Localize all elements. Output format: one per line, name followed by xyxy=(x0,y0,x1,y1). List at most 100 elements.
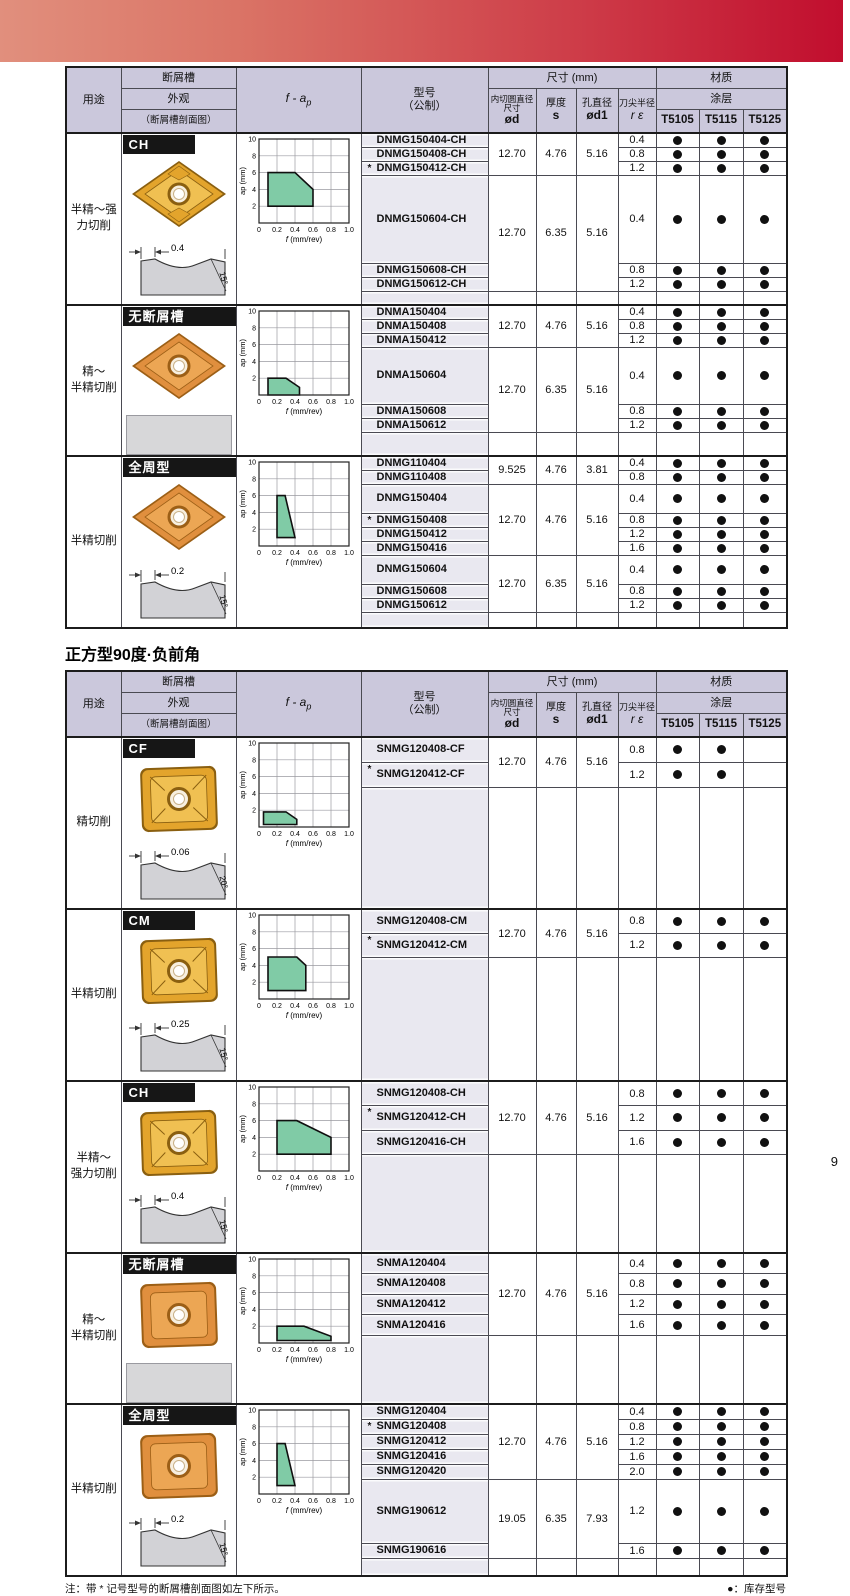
stock-dot xyxy=(673,1259,683,1269)
corner-radius-cell: 0.8 xyxy=(617,1080,657,1107)
svg-text:0: 0 xyxy=(257,1347,261,1354)
svg-text:4: 4 xyxy=(252,187,256,194)
grade-stock-cell xyxy=(698,1448,744,1465)
appearance-cell: CH 0.4 15° xyxy=(120,132,237,306)
svg-text:15°: 15° xyxy=(217,594,230,609)
empty-cell xyxy=(617,290,657,306)
cross-section-wrap: 0.2 15° xyxy=(122,562,235,627)
grade-stock-cell xyxy=(698,469,744,485)
stock-dot xyxy=(673,307,683,317)
grade-stock-cell xyxy=(655,1252,700,1275)
svg-text:10: 10 xyxy=(248,460,256,467)
f-ap-chart: 2 4 6 8 10 0 0.2 0.4 0.6 0.8 1.0 ap (mm) f (mm/rev) xyxy=(238,741,354,849)
stock-dot xyxy=(716,529,726,539)
model-cell: SNMA120404 xyxy=(360,1252,489,1275)
empty-cell xyxy=(698,1154,744,1254)
svg-text:0.2: 0.2 xyxy=(272,1003,282,1010)
table-row: DNMG150608-CH 0.8 xyxy=(66,262,788,278)
empty-cell xyxy=(698,1557,744,1577)
insert-photo-wrap xyxy=(122,1427,235,1508)
grade-stock-cell xyxy=(698,735,744,763)
grade-stock-cell xyxy=(698,132,744,148)
stock-dot xyxy=(673,1299,683,1309)
grade-stock-cell xyxy=(698,417,744,433)
empty-cell xyxy=(617,431,657,457)
model-cell: SNMA120416 xyxy=(360,1314,489,1336)
svg-text:f (mm/rev): f (mm/rev) xyxy=(285,1506,322,1515)
empty-cell xyxy=(617,611,657,629)
svg-text:4: 4 xyxy=(252,1458,256,1465)
grade-stock-cell xyxy=(698,512,744,528)
asterisk-mark: * xyxy=(367,162,372,174)
grade-stock-cell xyxy=(742,597,788,613)
grade-stock-cell xyxy=(742,174,788,264)
svg-text:0.2: 0.2 xyxy=(171,566,184,577)
header-model: 型号 （公制） xyxy=(360,670,489,738)
model-number: DNMG150404-CH xyxy=(376,133,467,146)
grade-stock-cell xyxy=(742,1478,788,1544)
model-number: SNMG120412-CF xyxy=(376,768,465,781)
grade-stock-cell xyxy=(698,1478,744,1544)
stock-dot xyxy=(716,1089,726,1099)
grade-stock-cell xyxy=(655,597,700,613)
svg-text:0.4: 0.4 xyxy=(290,1347,300,1354)
corner-radius-cell: 1.2 xyxy=(617,417,657,433)
svg-text:0.6: 0.6 xyxy=(308,227,318,234)
dim-od1-cell: 5.16 xyxy=(575,483,619,556)
f-ap-chart: 2 4 6 8 10 0 0.2 0.4 0.6 0.8 1.0 ap (mm) f (mm/rev) xyxy=(238,1085,354,1193)
svg-text:2: 2 xyxy=(252,376,256,383)
model-number: DNMG150412-CH xyxy=(376,161,467,174)
chipbreaker-cross-section: 0.2 15° xyxy=(128,566,230,619)
model-number: DNMG150604 xyxy=(376,563,447,575)
grade-stock-cell xyxy=(698,483,744,514)
appearance-cell: 全周型 0.2 15° xyxy=(120,455,237,629)
model-number: DNMG150608 xyxy=(376,584,447,597)
model-number: SNMG190612 xyxy=(376,1504,447,1517)
grade-stock-cell xyxy=(655,262,700,278)
table-row: DNMG150612-CH 1.2 xyxy=(66,276,788,292)
header-grade-T5115: T5115 xyxy=(698,713,744,738)
grade-stock-cell xyxy=(742,932,788,959)
header-chipbreaker: 断屑槽 xyxy=(120,66,237,89)
stock-dot xyxy=(760,1467,770,1476)
note-stock-legend: ●：库存型号 xyxy=(727,1583,786,1595)
table-row: DNMG150608 0.8 xyxy=(66,583,788,599)
model-number: SNMA120404 xyxy=(376,1257,446,1270)
grade-stock-cell xyxy=(742,417,788,433)
table-row: DNMG150412 1.2 xyxy=(66,526,788,542)
stock-dot xyxy=(716,745,726,755)
grade-stock-cell xyxy=(655,417,700,433)
svg-text:ap (mm): ap (mm) xyxy=(238,339,247,367)
header-model: 型号 （公制） xyxy=(360,66,489,134)
model-cell: SNMG120416-CH xyxy=(360,1129,489,1156)
svg-text:0.8: 0.8 xyxy=(326,1003,336,1010)
svg-text:10: 10 xyxy=(248,309,256,316)
asterisk-mark: * xyxy=(367,514,372,526)
stock-dot xyxy=(673,321,683,331)
model-number: DNMG150404 xyxy=(376,492,447,504)
model-cell: SNMG120408-CH xyxy=(360,1080,489,1107)
empty-cell xyxy=(742,431,788,457)
grade-stock-cell xyxy=(742,304,788,320)
appearance-cell: CH 0.4 15° xyxy=(120,1080,237,1254)
table-row: DNMG150604-CH 12.70 6.35 5.16 0.4 xyxy=(66,174,788,292)
svg-text:0.6: 0.6 xyxy=(308,1498,318,1505)
stock-dot xyxy=(760,529,770,539)
grade-stock-cell xyxy=(742,469,788,485)
empty-cell xyxy=(575,290,619,306)
grade-stock-cell xyxy=(655,1314,700,1336)
model-number: DNMA150412 xyxy=(376,333,447,346)
table-row: 半精切削 CM 0.25 15° 2 4 6 8 10 0 0.2 0.4 0.6 0.8 1.0 ap (m… xyxy=(65,907,788,1082)
svg-text:20°: 20° xyxy=(217,875,230,890)
stock-dot xyxy=(716,1299,726,1309)
model-number: DNMG150612 xyxy=(376,598,447,611)
stock-dot xyxy=(716,321,726,331)
stock-dot xyxy=(673,1437,683,1446)
svg-text:8: 8 xyxy=(252,1101,256,1108)
header-inscribed-circle: 内切圆直径 尺寸 ød xyxy=(487,88,537,134)
empty-cell xyxy=(742,1557,788,1577)
model-number: SNMA120416 xyxy=(376,1318,446,1331)
empty-cell xyxy=(655,290,700,306)
corner-radius-cell: 1.2 xyxy=(617,276,657,292)
header-coating: 涂层 xyxy=(655,88,788,110)
